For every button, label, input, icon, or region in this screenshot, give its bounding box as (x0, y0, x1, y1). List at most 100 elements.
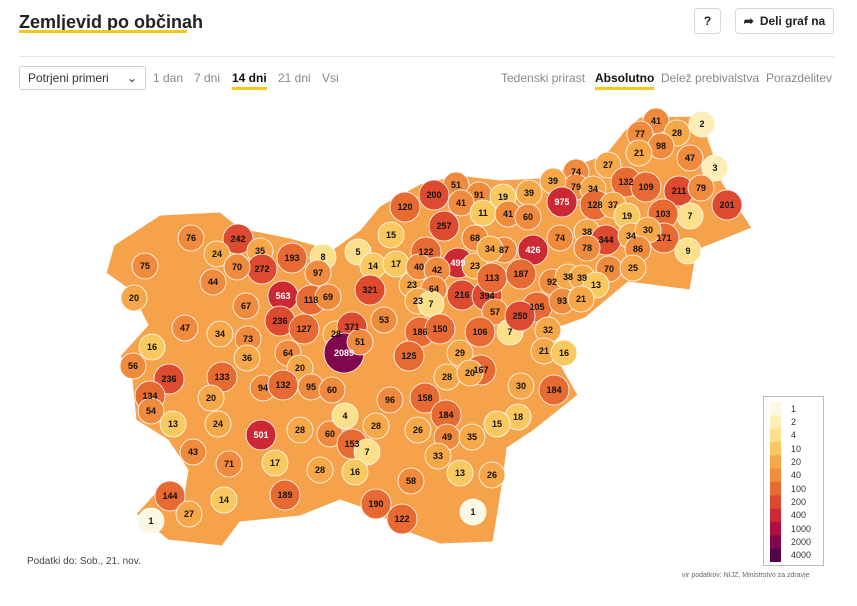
municipality-region[interactable] (711, 189, 743, 221)
municipality-region[interactable] (688, 110, 716, 138)
municipality-region[interactable] (701, 154, 729, 182)
period-14-days[interactable]: 14 dni (232, 71, 267, 90)
municipality-region[interactable] (476, 235, 504, 263)
municipality-region[interactable] (346, 328, 374, 356)
period-21-days[interactable]: 21 dni (278, 71, 311, 85)
municipality-region[interactable] (377, 221, 405, 249)
municipality-region[interactable] (314, 283, 342, 311)
help-button[interactable]: ? (694, 8, 721, 34)
municipality-region[interactable] (674, 237, 702, 265)
municipality-region[interactable] (424, 442, 452, 470)
municipality-region[interactable] (428, 210, 460, 242)
municipality-region[interactable] (625, 139, 653, 167)
municipality-region[interactable] (288, 313, 320, 345)
municipality-region[interactable] (676, 144, 704, 172)
municipality-region[interactable] (131, 252, 159, 280)
municipality-region[interactable] (210, 486, 238, 514)
municipality-region[interactable] (619, 254, 647, 282)
municipality-region[interactable] (424, 313, 456, 345)
municipality-region[interactable] (573, 234, 601, 262)
municipality-region[interactable] (409, 382, 441, 414)
municipality-region[interactable] (567, 285, 595, 313)
mode-distribution[interactable]: Porazdelitev (766, 71, 833, 85)
municipality-region[interactable] (175, 500, 203, 528)
municipality-region[interactable] (370, 306, 398, 334)
municipality-region[interactable] (159, 410, 187, 438)
legend-swatch (770, 455, 781, 470)
municipality-value-label: 184 (546, 385, 561, 395)
municipality-region[interactable] (171, 314, 199, 342)
municipality-region[interactable] (458, 423, 486, 451)
municipality-region[interactable] (446, 459, 474, 487)
municipality-value-label: 4 (342, 411, 347, 421)
municipality-region[interactable] (177, 224, 205, 252)
municipality-value-label: 56 (128, 361, 138, 371)
mode-absolute[interactable]: Absolutno (595, 71, 655, 90)
municipality-region[interactable] (389, 191, 421, 223)
municipality-region[interactable] (687, 174, 715, 202)
municipality-region[interactable] (306, 456, 334, 484)
municipality-region[interactable] (514, 203, 542, 231)
municipality-region[interactable] (276, 242, 308, 274)
municipality-region[interactable] (137, 397, 165, 425)
municipality-region[interactable] (269, 479, 301, 511)
mode-weekly-growth[interactable]: Tedenski prirast (501, 71, 586, 85)
municipality-region[interactable] (459, 498, 487, 526)
municipality-region[interactable] (546, 186, 578, 218)
municipality-region[interactable] (386, 503, 418, 535)
municipality-region[interactable] (550, 339, 578, 367)
municipality-region[interactable] (223, 253, 251, 281)
municipality-region[interactable] (538, 374, 570, 406)
municipality-region[interactable] (318, 376, 346, 404)
municipality-region[interactable] (341, 458, 369, 486)
municipality-region[interactable] (464, 316, 496, 348)
period-1-day[interactable]: 1 dan (153, 71, 184, 85)
municipality-region[interactable] (397, 467, 425, 495)
municipality-region[interactable] (546, 224, 574, 252)
municipality-region[interactable] (362, 412, 390, 440)
municipality-value-label: 216 (454, 290, 469, 300)
municipality-region[interactable] (261, 449, 289, 477)
municipality-region[interactable] (504, 300, 536, 332)
municipality-region[interactable] (232, 292, 260, 320)
municipality-region[interactable] (418, 179, 450, 211)
period-all[interactable]: Vsi (322, 71, 339, 85)
municipality-region[interactable] (478, 461, 506, 489)
municipality-region[interactable] (483, 410, 511, 438)
period-7-days[interactable]: 7 dni (194, 71, 221, 85)
municipality-region[interactable] (206, 320, 234, 348)
municipality-region[interactable] (353, 438, 381, 466)
municipality-region[interactable] (215, 450, 243, 478)
municipality-region[interactable] (197, 384, 225, 412)
municipality-value-label: 39 (577, 273, 587, 283)
municipality-region[interactable] (447, 189, 475, 217)
municipality-region[interactable] (245, 419, 277, 451)
municipality-region[interactable] (179, 438, 207, 466)
municipality-region[interactable] (199, 268, 227, 296)
municipality-region[interactable] (393, 340, 425, 372)
municipality-region[interactable] (233, 344, 261, 372)
municipality-region[interactable] (137, 507, 165, 535)
municipality-region[interactable] (594, 151, 622, 179)
municipality-region[interactable] (203, 240, 231, 268)
municipality-region[interactable] (119, 352, 147, 380)
municipality-region[interactable] (286, 416, 314, 444)
municipality-region[interactable] (505, 258, 537, 290)
metric-select[interactable]: Potrjeni primeri ⌄ (19, 66, 146, 90)
municipality-region[interactable] (376, 386, 404, 414)
municipality-region[interactable] (120, 284, 148, 312)
municipality-region[interactable] (360, 488, 392, 520)
municipality-region[interactable] (354, 274, 386, 306)
mode-population-share[interactable]: Delež prebivalstva (661, 71, 760, 85)
municipality-region[interactable] (456, 359, 484, 387)
municipality-region[interactable] (630, 171, 662, 203)
municipality-region[interactable] (154, 480, 186, 512)
municipality-region[interactable] (507, 372, 535, 400)
municipality-region[interactable] (331, 402, 359, 430)
municipality-value-label: 211 (672, 186, 687, 196)
municipality-region[interactable] (204, 410, 232, 438)
municipality-region[interactable] (304, 259, 332, 287)
share-button[interactable]: ➦ Deli graf na (735, 8, 834, 34)
municipality-region[interactable] (138, 333, 166, 361)
municipality-region[interactable] (404, 416, 432, 444)
